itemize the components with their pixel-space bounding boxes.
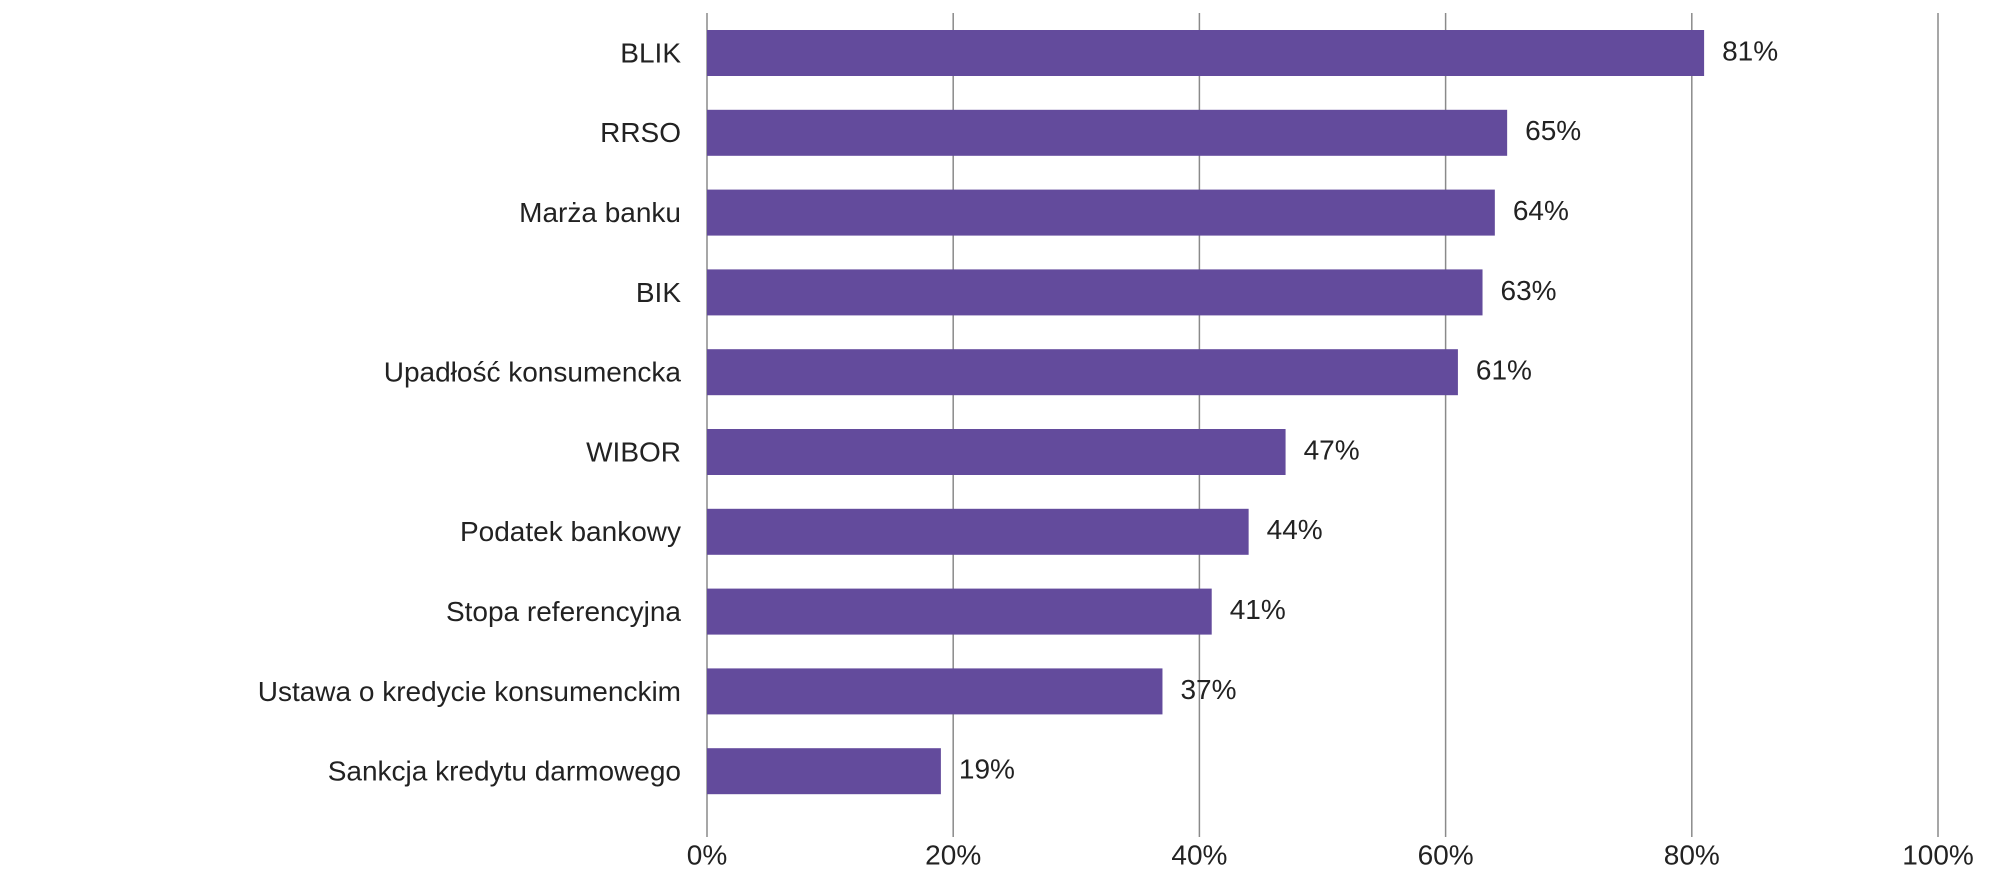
value-label: 44% <box>1267 514 1323 545</box>
bar <box>707 508 1249 555</box>
value-label: 63% <box>1501 275 1557 306</box>
bar <box>707 189 1495 236</box>
value-label: 47% <box>1304 434 1360 465</box>
value-label: 19% <box>959 754 1015 785</box>
bar <box>707 30 1705 76</box>
bar <box>707 109 1508 156</box>
value-label: 41% <box>1230 594 1286 625</box>
y-tick-label: RRSO <box>600 117 681 148</box>
bar <box>707 668 1163 715</box>
x-tick-label: 100% <box>1902 839 1974 870</box>
bar <box>707 588 1212 635</box>
x-tick-label: 0% <box>687 839 727 870</box>
y-tick-label: WIBOR <box>586 436 681 467</box>
y-tick-label: Ustawa o kredycie konsumenckim <box>258 676 681 707</box>
y-tick-label: Upadłość konsumencka <box>384 357 682 388</box>
x-tick-label: 60% <box>1418 839 1474 870</box>
x-tick-label: 40% <box>1171 839 1227 870</box>
y-tick-label: BIK <box>636 277 681 308</box>
value-label: 61% <box>1476 355 1532 386</box>
value-label: 64% <box>1513 195 1569 226</box>
y-tick-label: Sankcja kredytu darmowego <box>328 756 681 787</box>
x-tick-label: 80% <box>1664 839 1720 870</box>
y-tick-label: Marża banku <box>519 197 681 228</box>
bar <box>707 349 1458 396</box>
value-label: 37% <box>1180 674 1236 705</box>
bar <box>707 269 1483 316</box>
bar <box>707 429 1286 475</box>
value-label: 81% <box>1722 35 1778 66</box>
value-label: 65% <box>1525 115 1581 146</box>
y-tick-label: Stopa referencyjna <box>446 596 681 627</box>
y-tick-label: Podatek bankowy <box>460 516 681 547</box>
x-tick-label: 20% <box>925 839 981 870</box>
y-tick-label: BLIK <box>620 37 681 68</box>
bar <box>707 748 941 795</box>
